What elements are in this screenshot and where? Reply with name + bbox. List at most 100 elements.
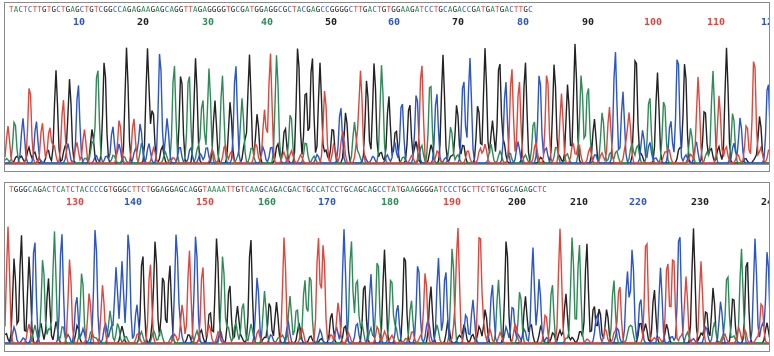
position-ruler: 10 20 30 40 50 60 70 80 90 100 110 12 [5, 17, 769, 31]
base-call: A [447, 5, 453, 14]
trace-C [5, 52, 769, 164]
base-call: C [362, 185, 368, 194]
base-call: C [466, 185, 472, 194]
base-call: G [42, 5, 47, 14]
base-call: G [103, 185, 109, 194]
base-call: A [244, 5, 250, 14]
base-call: T [353, 5, 359, 14]
base-call: C [296, 185, 302, 194]
position-label: 10 [72, 17, 86, 28]
base-call: G [18, 185, 24, 194]
base-call: G [51, 5, 57, 14]
base-call: A [174, 185, 179, 194]
base-call: C [287, 5, 293, 14]
base-call: C [443, 185, 448, 194]
base-call: G [169, 185, 175, 194]
base-call: G [108, 5, 113, 14]
base-call-sequence: TACTCTTGTGCTGAGCTGTCGGCCAGAGAAGAGCAGGTTA… [9, 5, 767, 14]
base-call: A [353, 185, 359, 194]
base-call: T [108, 185, 113, 194]
position-label: 230 [690, 197, 710, 208]
base-call: G [490, 185, 496, 194]
base-call: C [528, 5, 533, 14]
base-call: A [277, 185, 283, 194]
base-call: A [311, 5, 316, 14]
position-label: 90 [581, 17, 595, 28]
base-call: T [93, 5, 99, 14]
base-call: T [495, 5, 500, 14]
base-call: G [207, 5, 212, 14]
base-call: C [509, 185, 514, 194]
base-call: A [207, 185, 212, 194]
base-call: G [273, 185, 278, 194]
position-label: 200 [507, 197, 527, 208]
base-call: T [433, 5, 439, 14]
base-call: G [424, 185, 429, 194]
base-call: C [381, 185, 387, 194]
base-call: A [367, 185, 373, 194]
base-call: A [160, 185, 165, 194]
base-call: C [93, 185, 99, 194]
base-call: T [301, 185, 307, 194]
base-call: G [178, 185, 184, 194]
base-call: G [126, 5, 132, 14]
base-call: G [230, 5, 236, 14]
base-call: T [9, 5, 14, 14]
base-call: T [145, 185, 151, 194]
base-call: C [315, 185, 321, 194]
base-call: C [70, 185, 76, 194]
base-call: G [103, 5, 109, 14]
base-call: G [329, 5, 335, 14]
position-label: 70 [451, 17, 465, 28]
base-call: C [56, 5, 61, 14]
base-call: C [183, 185, 189, 194]
position-label: 130 [65, 197, 85, 208]
base-call: G [13, 185, 19, 194]
base-call: C [348, 185, 354, 194]
base-call: A [476, 5, 481, 14]
base-call: G [381, 5, 387, 14]
base-call: T [471, 185, 477, 194]
base-call: G [395, 5, 401, 14]
base-call: G [112, 185, 118, 194]
base-call: C [141, 185, 146, 194]
base-call: G [23, 185, 28, 194]
base-call: C [89, 185, 94, 194]
base-call: G [438, 5, 444, 14]
base-call: G [37, 185, 43, 194]
base-call: C [277, 5, 283, 14]
base-call: G [485, 5, 491, 14]
base-call: A [405, 5, 411, 14]
base-call: C [282, 185, 288, 194]
base-call: A [263, 5, 269, 14]
base-call: A [169, 5, 175, 14]
base-call: G [391, 5, 396, 14]
base-call: A [414, 5, 420, 14]
base-call: A [193, 5, 198, 14]
base-call: A [216, 185, 222, 194]
base-call: C [532, 185, 538, 194]
base-call: G [197, 185, 203, 194]
base-call: T [518, 5, 524, 14]
base-call: C [462, 5, 467, 14]
base-call: G [117, 185, 123, 194]
base-call: T [9, 185, 14, 194]
base-call: T [46, 5, 52, 14]
base-call: C [509, 5, 514, 14]
base-call: T [377, 5, 382, 14]
base-call: G [235, 185, 241, 194]
base-call: C [466, 5, 472, 14]
base-call: A [79, 185, 85, 194]
base-call: T [386, 5, 392, 14]
base-call: G [339, 5, 345, 14]
base-call: C [27, 5, 33, 14]
base-call: C [164, 5, 170, 14]
base-call: G [160, 5, 165, 14]
base-call: A [254, 185, 260, 194]
base-call: A [131, 5, 137, 14]
base-call: G [287, 185, 293, 194]
base-call: T [476, 185, 481, 194]
base-call: C [443, 5, 448, 14]
base-call: T [84, 5, 90, 14]
base-call: T [60, 5, 66, 14]
